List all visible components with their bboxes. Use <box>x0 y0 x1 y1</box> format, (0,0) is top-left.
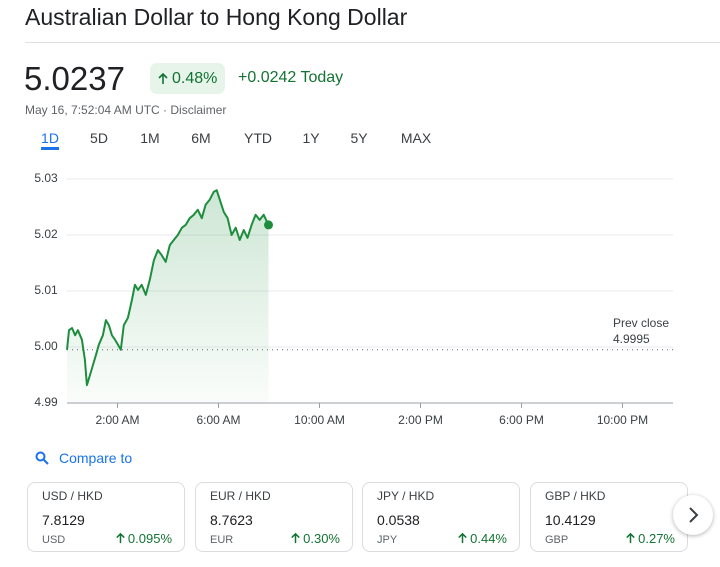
compare-button[interactable]: Compare to <box>35 450 132 466</box>
x-tick-label: 6:00 AM <box>196 413 240 427</box>
arrow-shape <box>626 532 635 544</box>
currency-code: EUR <box>210 534 234 546</box>
change-percent: 0.30% <box>303 531 340 546</box>
arrow-shape <box>116 532 125 544</box>
pair-price: 10.4129 <box>545 512 596 528</box>
compare-card[interactable]: JPY / HKD 0.0538 JPY 0.44% <box>362 482 520 552</box>
arrow-shape <box>458 532 467 544</box>
change-percent: 0.095% <box>127 531 172 546</box>
chevron-icon <box>689 507 699 523</box>
compare-card[interactable]: EUR / HKD 8.7623 EUR 0.30% <box>195 482 353 552</box>
up-arrow-icon <box>116 532 125 544</box>
currency-code: GBP <box>545 534 569 546</box>
range-tab[interactable]: MAX <box>400 130 432 146</box>
y-tick-label: 5.03 <box>34 171 58 185</box>
search-icon <box>35 451 49 465</box>
up-arrow-icon <box>291 532 300 544</box>
x-tick-label: 10:00 PM <box>597 413 648 427</box>
current-point <box>263 220 273 230</box>
compare-card[interactable]: USD / HKD 7.8129 USD 0.095% <box>27 482 185 552</box>
up-arrow-icon <box>626 532 635 544</box>
pair-label: EUR / HKD <box>210 489 271 503</box>
range-tab[interactable]: YTD <box>244 130 272 146</box>
y-tick-label: 5.02 <box>34 227 58 241</box>
change-percent: 0.44% <box>470 531 507 546</box>
range-tab[interactable]: 5Y <box>350 130 368 146</box>
currency-code: USD <box>42 534 66 546</box>
range-tab[interactable]: 5D <box>90 130 108 146</box>
x-tick-label: 10:00 AM <box>294 413 345 427</box>
change-today: +0.0242 Today <box>238 69 344 86</box>
x-tick-label: 2:00 AM <box>95 413 139 427</box>
change-badge: 0.48% <box>150 63 226 94</box>
y-tick-label: 5.00 <box>34 339 58 353</box>
range-tab[interactable]: 1M <box>140 130 160 146</box>
currency-code: JPY <box>377 534 398 546</box>
compare-card[interactable]: GBP / HKD 10.4129 GBP 0.27% <box>530 482 688 552</box>
timestamp: May 16, 7:52:04 AM UTC · Disclaimer <box>25 103 227 117</box>
divider <box>25 42 720 43</box>
chart: 4.99 5.00 5.01 5.02 5.03 2:00 AM 6:00 AM 10:00 … <box>34 171 673 427</box>
pair-price: 0.0538 <box>377 512 420 528</box>
up-arrow-icon <box>458 532 467 544</box>
range-tab[interactable]: 6M <box>191 130 211 146</box>
price-line <box>66 189 270 387</box>
pair-change: 0.44% <box>456 531 507 546</box>
pair-label: JPY / HKD <box>377 489 435 503</box>
y-tick-label: 4.99 <box>34 395 58 409</box>
y-tick-label: 5.01 <box>34 283 58 297</box>
arrow-shape <box>291 532 300 544</box>
prev-close-label: Prev close <box>613 316 669 330</box>
prev-close-value: 4.9995 <box>613 332 650 346</box>
pair-label: GBP / HKD <box>545 489 606 503</box>
change-percent: 0.48% <box>172 69 218 87</box>
range-tab[interactable]: 1Y <box>302 130 320 146</box>
pair-change: 0.27% <box>624 531 675 546</box>
range-tab[interactable]: 1D <box>41 130 59 150</box>
pair-price: 7.8129 <box>42 512 85 528</box>
pair-change: 0.30% <box>289 531 340 546</box>
pair-label: USD / HKD <box>42 489 103 503</box>
x-tick-label: 2:00 PM <box>398 413 443 427</box>
pair-price: 8.7623 <box>210 512 253 528</box>
price: 5.0237 <box>24 60 125 97</box>
x-tick-label: 6:00 PM <box>499 413 544 427</box>
next-button[interactable] <box>673 495 713 535</box>
pair-change: 0.095% <box>114 531 172 546</box>
compare-label: Compare to <box>59 450 133 466</box>
page-title: Australian Dollar to Hong Kong Dollar <box>25 4 408 30</box>
area-fill <box>67 190 269 403</box>
up-arrow-icon <box>158 72 168 84</box>
change-percent: 0.27% <box>638 531 675 546</box>
